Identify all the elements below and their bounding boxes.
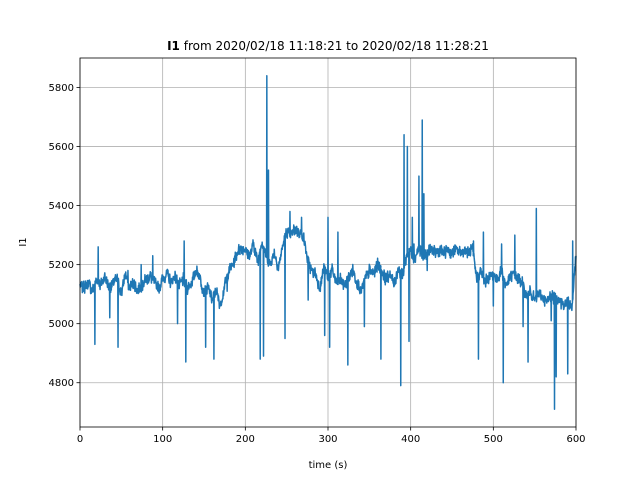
y-tick-label: 5200 (49, 260, 74, 271)
y-axis-label: I1 (18, 237, 29, 246)
y-tick-label: 4800 (49, 378, 74, 389)
series-layer (79, 74, 577, 411)
x-tick-label: 300 (318, 434, 337, 445)
x-tick-label: 200 (236, 434, 255, 445)
series-line-i1 (79, 74, 577, 411)
y-tick-label: 5000 (49, 319, 74, 330)
x-tick-label: 500 (484, 434, 503, 445)
x-tick-label: 100 (153, 434, 172, 445)
y-tick-label: 5800 (49, 83, 74, 94)
grid (79, 58, 577, 427)
x-tick-label: 0 (77, 434, 83, 445)
chart-title-variable: I1 (167, 39, 180, 53)
x-tick-label: 400 (401, 434, 420, 445)
chart-title: I1 from 2020/02/18 11:18:21 to 2020/02/1… (167, 39, 489, 53)
ticks: 0 100 200 300 400 500 600 4800 5000 5200 5400 5600 5… (49, 83, 586, 445)
x-tick-label: 600 (566, 434, 585, 445)
x-axis-label: time (s) (309, 460, 348, 471)
chart-title-range: from 2020/02/18 11:18:21 to 2020/02/18 1… (180, 39, 489, 53)
y-tick-label: 5400 (49, 201, 74, 212)
y-tick-label: 5600 (49, 142, 74, 153)
